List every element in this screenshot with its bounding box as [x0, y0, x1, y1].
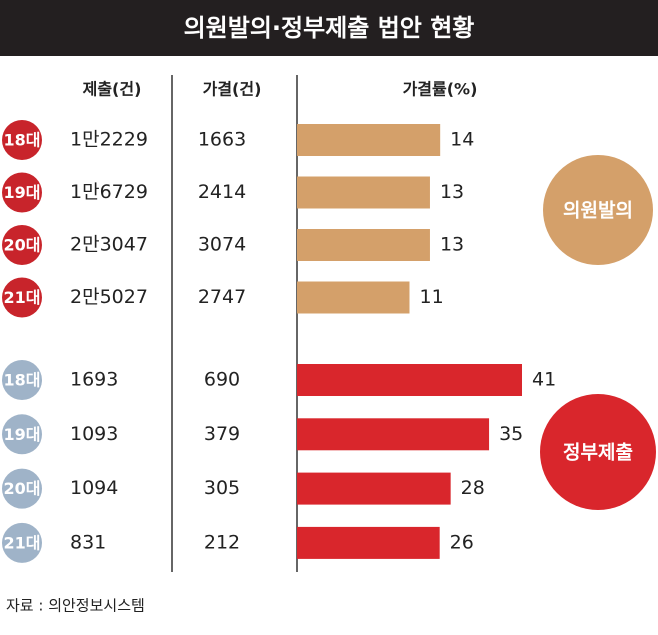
session-badge — [2, 120, 42, 160]
group-badge — [540, 394, 656, 510]
session-label: 19대 — [4, 183, 41, 202]
passed: 379 — [204, 423, 240, 445]
session-badge — [2, 468, 42, 509]
bar — [297, 176, 430, 209]
bar — [297, 281, 410, 314]
bar — [297, 526, 440, 559]
bar — [297, 418, 490, 451]
submitted: 2만3047 — [70, 234, 148, 256]
value-label: 41 — [532, 369, 556, 391]
session-label: 18대 — [4, 131, 41, 150]
value-label: 28 — [461, 477, 485, 499]
title: 의원발의·정부제출 법안 현황 — [184, 14, 475, 42]
passed: 2414 — [198, 181, 246, 203]
session-badge — [2, 225, 42, 265]
submitted: 1093 — [70, 423, 118, 445]
source: 자료 : 의안정보시스템 — [6, 597, 145, 615]
value-label: 13 — [440, 181, 464, 203]
session-label: 20대 — [4, 236, 41, 255]
session-badge — [2, 277, 42, 318]
value-label: 35 — [499, 423, 523, 445]
column-header: 제출(건) — [83, 80, 142, 99]
session-badge — [2, 522, 42, 563]
column-header: 가결률(%) — [403, 80, 478, 99]
session-badge — [2, 360, 42, 400]
bar — [297, 229, 430, 261]
group-name: 의원발의 — [563, 200, 633, 222]
group-badge — [543, 155, 653, 265]
session-label: 18대 — [4, 371, 41, 390]
submitted: 831 — [70, 531, 106, 553]
bar — [297, 364, 522, 396]
value-label: 26 — [450, 531, 474, 553]
session-badge — [2, 172, 42, 213]
column-header: 가결(건) — [203, 80, 262, 99]
submitted: 1만2229 — [70, 129, 148, 151]
value-label: 11 — [420, 286, 444, 308]
submitted: 1만6729 — [70, 181, 148, 203]
title-bar — [0, 0, 658, 56]
passed: 2747 — [198, 286, 246, 308]
value-label: 13 — [440, 234, 464, 256]
passed: 3074 — [198, 234, 246, 256]
passed: 212 — [204, 531, 240, 553]
group-name: 정부제출 — [563, 442, 633, 464]
session-label: 21대 — [4, 288, 41, 307]
session-badge — [2, 414, 42, 455]
session-label: 20대 — [4, 479, 41, 498]
passed: 690 — [204, 369, 240, 391]
submitted: 1693 — [70, 369, 118, 391]
passed: 305 — [204, 477, 240, 499]
bar — [297, 472, 451, 505]
value-label: 14 — [450, 129, 474, 151]
submitted: 2만5027 — [70, 286, 148, 308]
bar — [297, 124, 441, 156]
submitted: 1094 — [70, 477, 118, 499]
session-label: 21대 — [4, 533, 41, 552]
passed: 1663 — [198, 129, 246, 151]
session-label: 19대 — [4, 425, 41, 444]
